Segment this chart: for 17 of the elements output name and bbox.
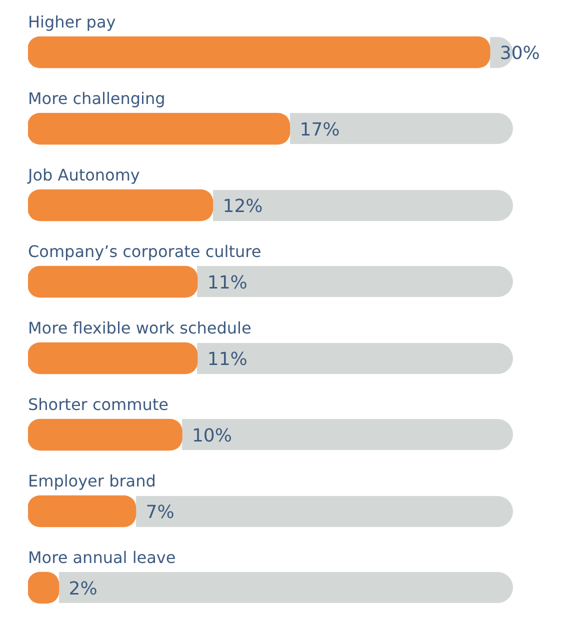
data-label: 11% <box>207 348 248 370</box>
data-label: 2% <box>68 578 98 600</box>
y-tick-label: Company’s corporate culture <box>28 242 262 261</box>
y-tick-label: Employer brand <box>28 471 156 490</box>
bar <box>28 495 136 528</box>
y-tick-label: Higher pay <box>28 12 116 32</box>
data-label: 7% <box>146 502 174 523</box>
y-tick-label: More annual leave <box>28 548 176 567</box>
y-tick-label: Shorter commute <box>28 394 168 414</box>
data-label: 12% <box>222 196 263 217</box>
y-tick-label: More flexible work schedule <box>28 318 252 338</box>
data-label: 10% <box>192 425 232 446</box>
data-label: 30% <box>500 42 540 64</box>
data-label: 11% <box>207 272 248 294</box>
data-label: 17% <box>300 119 340 140</box>
y-tick-label: Job Autonomy <box>27 165 140 184</box>
y-tick-label: More challenging <box>28 88 166 108</box>
